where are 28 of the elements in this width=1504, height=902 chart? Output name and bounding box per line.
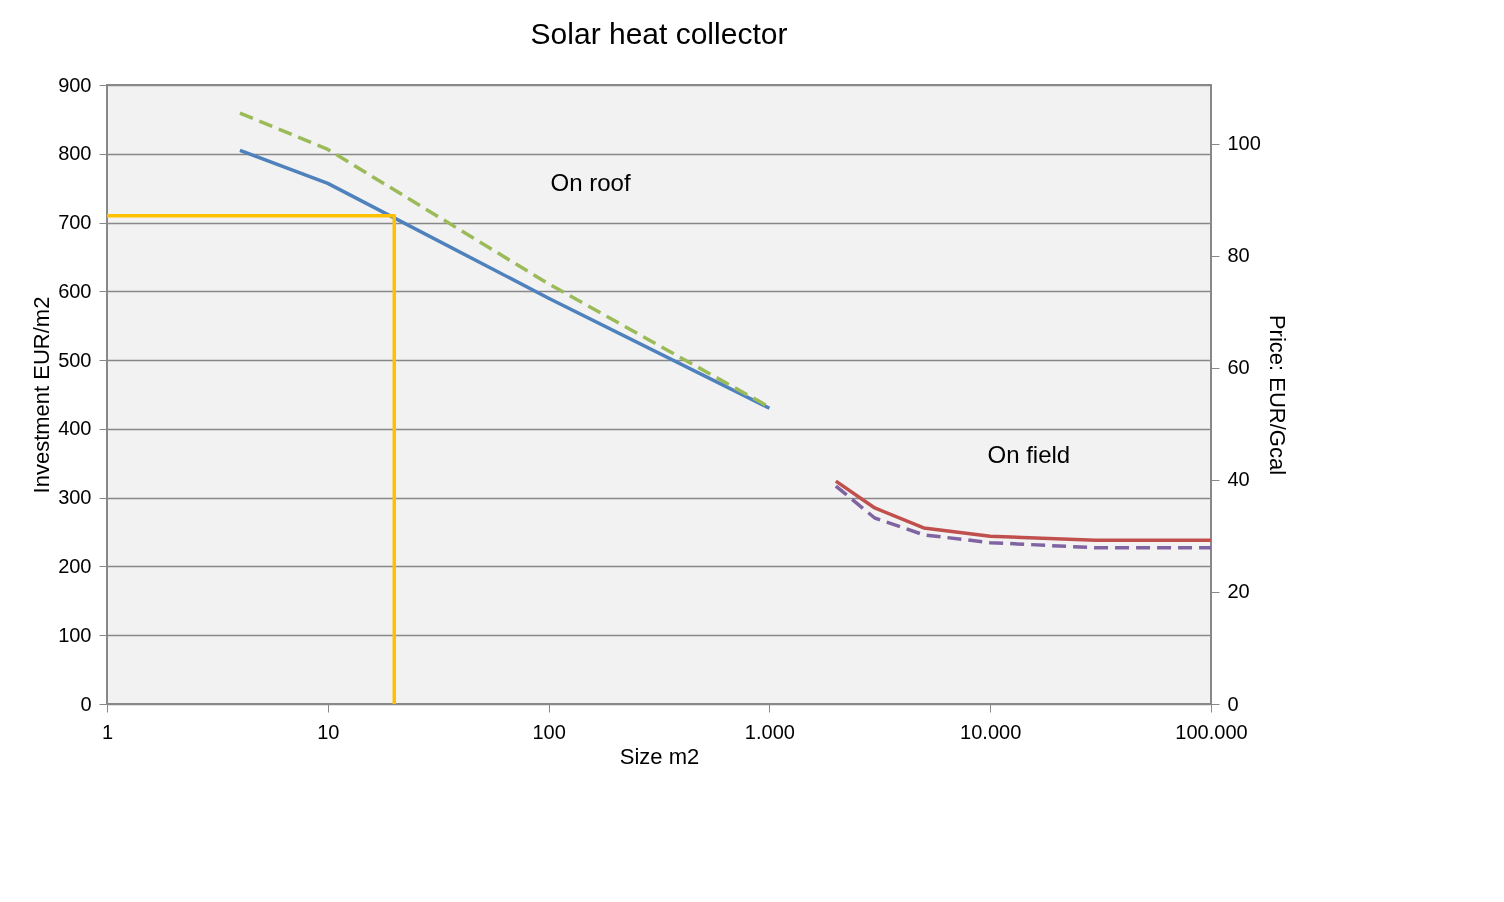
y-tick-label: 500 (58, 348, 92, 371)
y-tick-label: 100 (58, 623, 92, 646)
y-tick-label: 600 (58, 279, 92, 302)
y-tick-label: 300 (58, 486, 92, 509)
y-tick-label: 800 (58, 142, 92, 165)
y2-tick-label: 40 (1227, 468, 1250, 491)
y-tick-label: 0 (80, 692, 92, 715)
y-tick-label: 900 (58, 73, 92, 96)
y2-tick-label: 20 (1227, 580, 1250, 603)
y2-tick-label: 100 (1227, 132, 1261, 155)
y-tick-label: 400 (58, 417, 92, 440)
annotation: On roof (550, 169, 631, 197)
x-tick-label: 100 (532, 720, 566, 743)
x-tick-label: 100.000 (1175, 720, 1248, 743)
y2-tick-label: 80 (1227, 244, 1250, 267)
x-axis-title: Size m2 (619, 743, 700, 769)
x-tick-label: 10.000 (960, 720, 1022, 743)
chart-title: Solar heat collector (530, 17, 788, 50)
x-tick-label: 1 (101, 720, 114, 743)
x-tick-label: 1.000 (744, 720, 795, 743)
y2-tick-label: 60 (1227, 356, 1250, 379)
y2-axis-title: Price: EUR/Gcal (1264, 314, 1290, 476)
y-axis-title: Investment EUR/m2 (29, 296, 55, 494)
y2-tick-label: 0 (1227, 692, 1239, 715)
y-tick-label: 200 (58, 554, 92, 577)
x-tick-label: 10 (317, 720, 340, 743)
annotation: On field (987, 441, 1071, 469)
y-tick-label: 700 (58, 211, 92, 234)
